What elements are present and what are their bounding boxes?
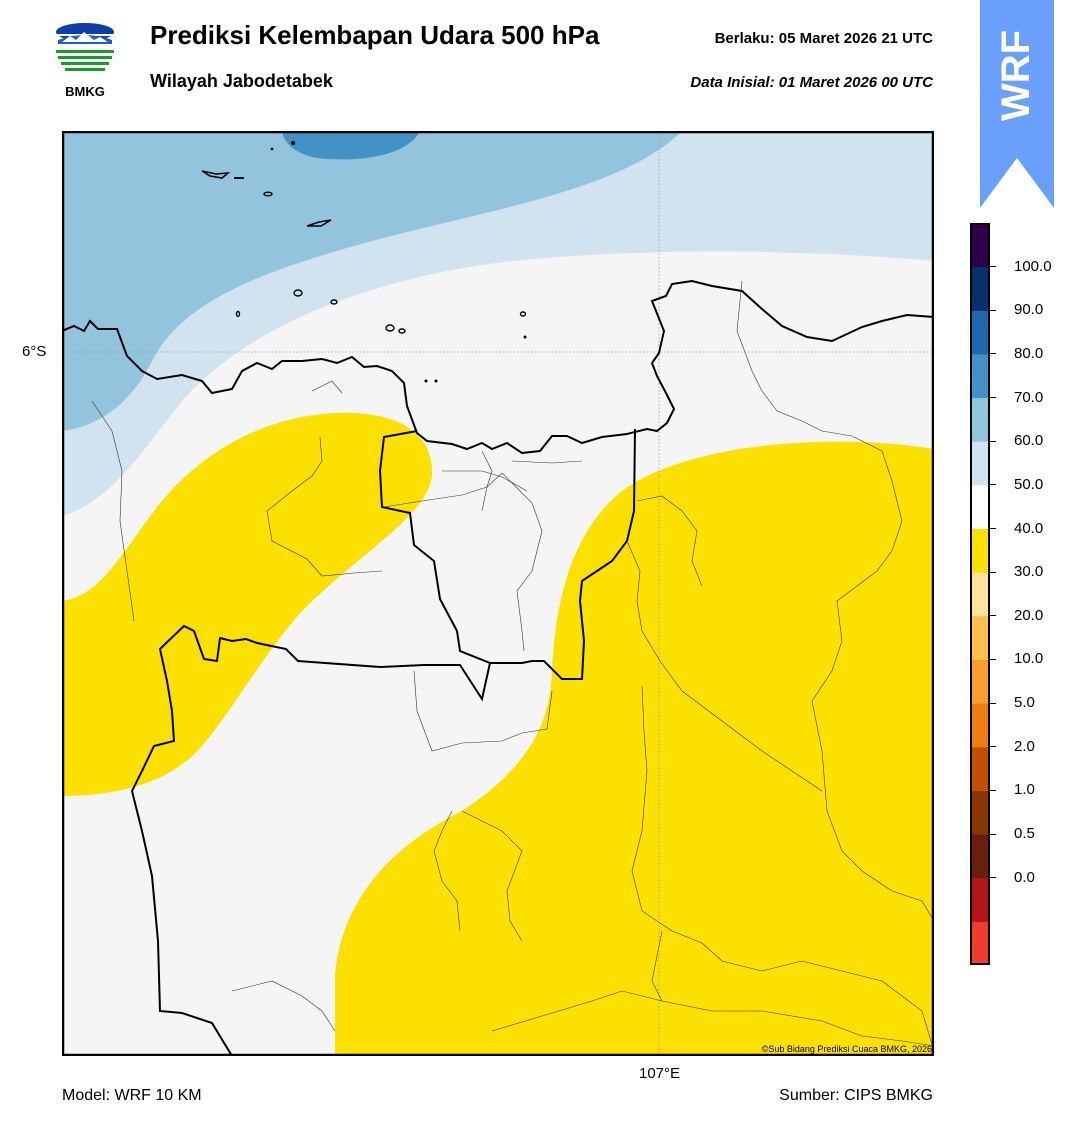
colorbar-tick <box>990 571 996 573</box>
wrf-badge <box>980 0 1054 208</box>
colorbar-tick <box>990 309 996 311</box>
colorbar-tick <box>990 484 996 486</box>
bmkg-logo <box>56 23 114 71</box>
colorbar-label: 90.0 <box>1014 301 1044 319</box>
colorbar-segment <box>970 746 990 791</box>
valid-time: Berlaku: 05 Maret 2026 21 UTC <box>714 30 933 47</box>
colorbar-label: 50.0 <box>1014 475 1044 493</box>
model-label: Model: WRF 10 KM <box>62 1087 202 1104</box>
humidity-70-80-region <box>282 131 420 160</box>
colorbar-tick <box>990 397 996 399</box>
colorbar-segment <box>970 266 990 311</box>
colorbar-segment <box>970 223 990 268</box>
island <box>424 379 428 383</box>
colorbar-tick <box>990 833 996 835</box>
colorbar-tick <box>990 877 996 879</box>
island <box>523 335 527 339</box>
colorbar-segment <box>970 877 990 922</box>
logo-text: BMKG <box>65 84 105 99</box>
init-time: Data Inisial: 01 Maret 2026 00 UTC <box>690 74 933 91</box>
colorbar-label: 0.0 <box>1014 868 1035 886</box>
colorbar-label: 100.0 <box>1014 257 1052 275</box>
island <box>519 311 527 317</box>
island <box>398 328 406 334</box>
humidity-30-40-east-region <box>335 441 934 1056</box>
humidity-map <box>62 131 934 1056</box>
colorbar-segment <box>970 703 990 748</box>
colorbar-tick <box>990 789 996 791</box>
island <box>291 141 295 145</box>
copyright-note: ©Sub Bidang Prediksi Cuaca BMKG, 2026 <box>761 1044 932 1054</box>
province-boundary <box>130 430 492 1056</box>
colorbar-label: 2.0 <box>1014 737 1035 755</box>
source-label: Sumber: CIPS BMKG <box>779 1087 933 1104</box>
island <box>235 310 241 318</box>
colorbar-segment <box>970 484 990 530</box>
colorbar-segment <box>970 572 990 617</box>
island <box>201 170 231 179</box>
colorbar-segment <box>970 790 990 835</box>
colorbar-tick <box>990 702 996 704</box>
colorbar-tick <box>990 615 996 617</box>
colorbar-tick <box>990 440 996 442</box>
colorbar-label: 60.0 <box>1014 432 1044 450</box>
humidity-60-70-region <box>62 131 682 431</box>
humidity-30-40-west-region <box>62 412 433 796</box>
colorbar-segment <box>970 310 990 355</box>
map-subtitle: Wilayah Jabodetabek <box>150 71 333 91</box>
island <box>330 299 338 305</box>
colorbar-tick <box>990 658 996 660</box>
colorbar-segment <box>970 615 990 660</box>
colorbar-segment <box>970 353 990 399</box>
colorbar-label: 0.5 <box>1014 825 1035 843</box>
colorbar-tick <box>990 746 996 748</box>
colorbar-segment <box>970 528 990 573</box>
island <box>270 147 274 151</box>
island <box>434 379 438 383</box>
longitude-label: 107°E <box>639 1065 681 1082</box>
colorbar-segment <box>970 659 990 704</box>
humidity-colorbar <box>970 223 990 965</box>
colorbar-label: 1.0 <box>1014 781 1035 799</box>
colorbar-label: 80.0 <box>1014 344 1044 362</box>
colorbar-segment <box>970 834 990 879</box>
colorbar-segment <box>970 921 990 965</box>
colorbar-label: 10.0 <box>1014 650 1044 668</box>
colorbar-label: 70.0 <box>1014 388 1044 406</box>
island <box>385 324 395 332</box>
colorbar-frame <box>970 223 990 965</box>
latitude-label: 6°S <box>22 343 47 360</box>
colorbar-label: 30.0 <box>1014 563 1044 581</box>
wrf-badge-label: WRF <box>994 29 1039 121</box>
colorbar-tick <box>990 353 996 355</box>
coastline <box>62 279 934 455</box>
colorbar-segment <box>970 441 990 486</box>
colorbar-label: 5.0 <box>1014 694 1035 712</box>
colorbar-label: 20.0 <box>1014 606 1044 624</box>
island <box>263 191 273 197</box>
island <box>293 289 303 297</box>
island <box>306 219 332 227</box>
colorbar-label: 40.0 <box>1014 519 1044 537</box>
map-title: Prediksi Kelembapan Udara 500 hPa <box>150 20 600 50</box>
map-frame <box>62 131 934 1056</box>
colorbar-tick <box>990 528 996 530</box>
colorbar-tick <box>990 266 996 268</box>
colorbar-segment <box>970 397 990 442</box>
